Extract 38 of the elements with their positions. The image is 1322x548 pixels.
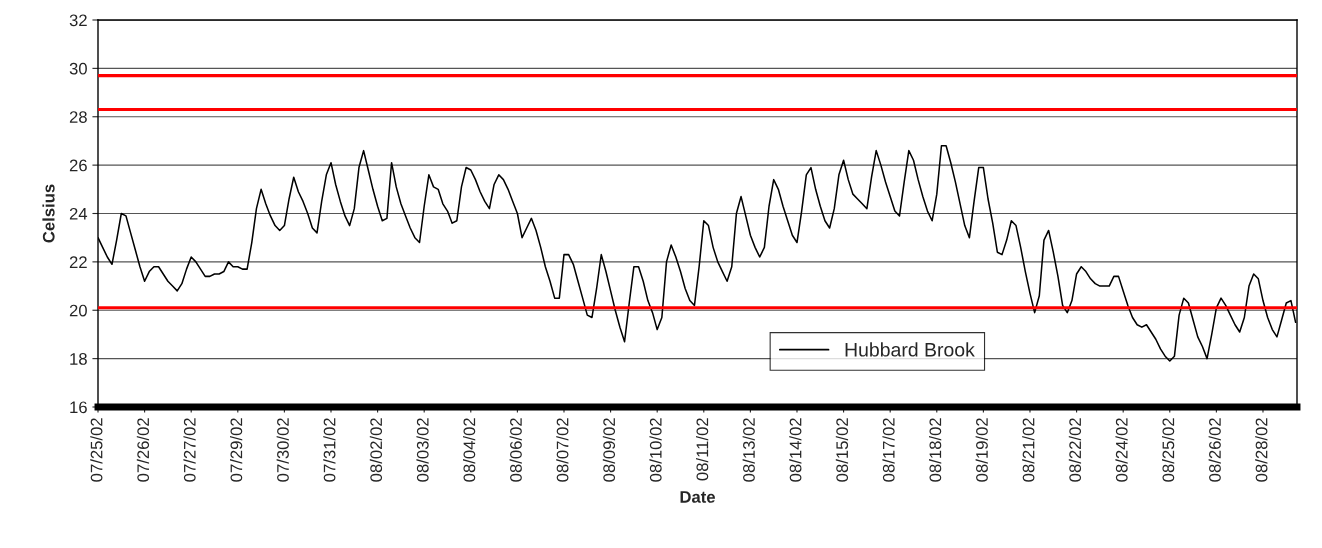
x-tick-label: 08/19/02 [975, 418, 988, 482]
y-axis-title: Celsius [42, 184, 55, 243]
x-tick-label: 08/11/02 [696, 418, 709, 481]
x-tick-label: 08/07/02 [556, 418, 569, 482]
x-tick-label: 08/15/02 [835, 418, 849, 482]
x-tick-label: 08/17/02 [882, 418, 895, 482]
x-tick-label: 07/29/02 [230, 418, 243, 482]
x-axis-title: Date [680, 491, 715, 503]
x-tick-label: 08/28/02 [1255, 418, 1268, 482]
x-tick-label: 08/13/02 [742, 418, 755, 482]
y-tick-label: 28 [69, 111, 87, 123]
x-tick-label: 08/06/02 [509, 418, 522, 482]
legend-label: Hubbard Brook [845, 342, 975, 357]
x-tick-label: 08/04/02 [463, 418, 476, 482]
x-tick-label: 08/10/02 [649, 418, 662, 482]
y-tick-label: 24 [69, 207, 88, 220]
x-tick-label: 08/09/02 [602, 418, 616, 482]
x-tick-label: 08/21/02 [1022, 418, 1035, 482]
x-tick-label: 07/30/02 [276, 418, 289, 482]
y-tick-label: 26 [69, 159, 87, 172]
y-tick-label: 18 [70, 353, 87, 365]
x-tick-label: 07/27/02 [183, 418, 196, 482]
x-tick-label: 07/26/02 [136, 418, 150, 482]
x-tick-label: 08/24/02 [1115, 418, 1128, 482]
x-tick-label: 08/26/02 [1208, 418, 1221, 482]
y-tick-label: 16 [70, 401, 87, 414]
x-tick-label: 07/25/02 [90, 418, 103, 482]
x-tick-label: 08/25/02 [1162, 418, 1175, 482]
y-tick-label: 20 [69, 304, 87, 317]
x-tick-label: 08/03/02 [416, 418, 429, 482]
x-tick-label: 08/18/02 [929, 418, 942, 482]
y-tick-label: 32 [69, 14, 87, 27]
x-tick-label: 08/14/02 [789, 418, 802, 482]
y-tick-label: 22 [69, 256, 87, 268]
x-tick-label: 08/22/02 [1068, 418, 1082, 482]
x-tick-label: 08/02/02 [369, 418, 383, 482]
x-tick-label: 07/31/02 [323, 418, 336, 482]
y-tick-label: 30 [69, 62, 87, 75]
